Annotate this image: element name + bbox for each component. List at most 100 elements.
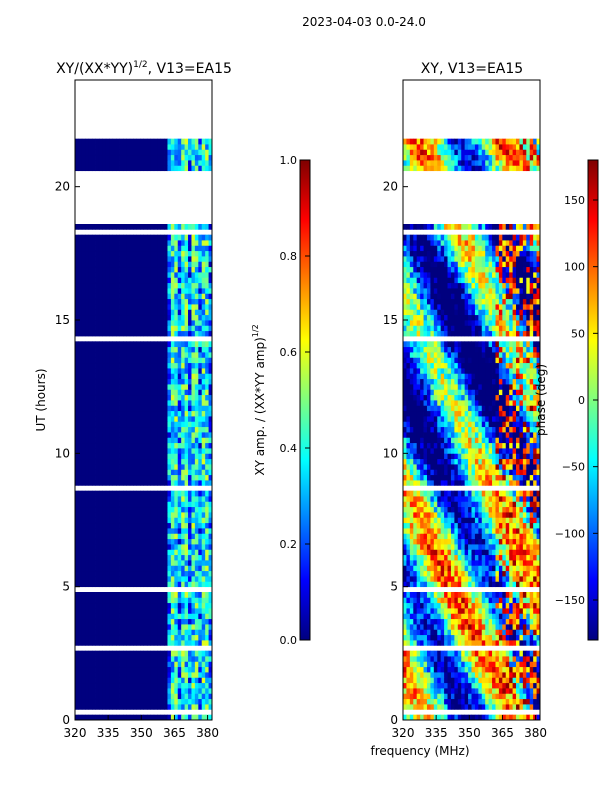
heatmap-cell bbox=[170, 608, 175, 614]
heatmap-cell bbox=[198, 693, 203, 700]
heatmap-cell bbox=[502, 688, 507, 694]
heatmap-cell bbox=[406, 661, 411, 668]
heatmap-cell bbox=[112, 282, 117, 289]
heatmap-cell bbox=[75, 394, 79, 401]
heatmap-cell bbox=[174, 640, 179, 646]
heatmap-cell bbox=[164, 629, 168, 636]
heatmap-cell bbox=[188, 613, 192, 620]
heatmap-cell bbox=[126, 245, 131, 252]
heatmap-cell bbox=[140, 410, 144, 417]
heatmap-cell bbox=[488, 565, 493, 572]
heatmap-cell bbox=[92, 469, 96, 476]
heatmap-cell bbox=[191, 325, 196, 332]
heatmap-cell bbox=[184, 405, 189, 412]
heatmap-cell bbox=[529, 688, 534, 694]
heatmap-cell bbox=[174, 480, 179, 486]
heatmap-cell bbox=[75, 682, 79, 689]
heatmap-cell bbox=[122, 560, 127, 566]
heatmap-cell bbox=[420, 597, 424, 604]
heatmap-cell bbox=[88, 469, 93, 476]
heatmap-cell bbox=[509, 714, 513, 720]
heatmap-cell bbox=[481, 650, 486, 657]
heatmap-cell bbox=[485, 666, 490, 673]
heatmap-cell bbox=[105, 634, 110, 641]
heatmap-cell bbox=[430, 688, 435, 694]
heatmap-cell bbox=[81, 453, 86, 460]
heatmap-cell bbox=[184, 464, 189, 470]
heatmap-cell bbox=[191, 634, 196, 641]
heatmap-cell bbox=[136, 165, 141, 172]
heatmap-cell bbox=[471, 570, 476, 577]
heatmap-cell bbox=[85, 677, 90, 684]
heatmap-cell bbox=[198, 256, 203, 262]
heatmap-cell bbox=[98, 560, 103, 566]
heatmap-cell bbox=[512, 693, 517, 700]
heatmap-cell bbox=[129, 325, 134, 332]
heatmap-cell bbox=[191, 144, 196, 150]
heatmap-cell bbox=[95, 496, 100, 502]
heatmap-cell bbox=[426, 538, 431, 545]
heatmap-cell bbox=[140, 330, 144, 337]
heatmap-cell bbox=[194, 293, 199, 300]
heatmap-cell bbox=[160, 282, 165, 289]
heatmap-cell bbox=[188, 501, 192, 508]
heatmap-cell bbox=[136, 224, 141, 230]
heatmap-cell bbox=[205, 245, 209, 252]
heatmap-cell bbox=[174, 330, 179, 337]
heatmap-cell bbox=[181, 656, 185, 662]
heatmap-cell bbox=[181, 432, 185, 438]
heatmap-cell bbox=[433, 640, 438, 646]
heatmap-cell bbox=[201, 698, 206, 705]
heatmap-cell bbox=[440, 597, 445, 604]
heatmap-cell bbox=[474, 704, 479, 710]
heatmap-cell bbox=[416, 544, 421, 550]
heatmap-cell bbox=[416, 704, 421, 710]
heatmap-cell bbox=[464, 544, 469, 550]
heatmap-cell bbox=[129, 293, 134, 300]
heatmap-cell bbox=[75, 698, 79, 705]
heatmap-cell bbox=[416, 597, 421, 604]
heatmap-cell bbox=[157, 266, 162, 273]
heatmap-cell bbox=[177, 394, 182, 401]
heatmap-cell bbox=[102, 640, 107, 646]
heatmap-cell bbox=[153, 373, 158, 380]
heatmap-cell bbox=[181, 165, 185, 172]
heatmap-cell bbox=[160, 458, 165, 465]
heatmap-cell bbox=[177, 650, 182, 657]
heatmap-cell bbox=[105, 480, 110, 486]
y-tick-label: 10 bbox=[55, 446, 70, 460]
heatmap-cell bbox=[112, 469, 117, 476]
heatmap-cell bbox=[423, 544, 428, 550]
heatmap-cell bbox=[403, 565, 407, 572]
heatmap-cell bbox=[78, 314, 83, 321]
heatmap-cell bbox=[457, 608, 462, 614]
heatmap-cell bbox=[85, 421, 90, 428]
heatmap-cell bbox=[143, 650, 148, 657]
heatmap-cell bbox=[143, 682, 148, 689]
heatmap-cell bbox=[423, 538, 428, 545]
heatmap-cell bbox=[177, 154, 182, 161]
heatmap-cell bbox=[153, 394, 158, 401]
heatmap-cell bbox=[150, 528, 155, 534]
heatmap-cell bbox=[109, 224, 114, 230]
heatmap-cell bbox=[136, 565, 141, 572]
heatmap-cell bbox=[116, 378, 120, 385]
heatmap-cell bbox=[157, 704, 162, 710]
heatmap-cell bbox=[177, 149, 182, 156]
heatmap-cell bbox=[78, 250, 83, 257]
heatmap-cell bbox=[81, 688, 86, 694]
heatmap-cell bbox=[413, 704, 418, 710]
heatmap-cell bbox=[112, 314, 117, 321]
heatmap-cell bbox=[109, 490, 114, 497]
heatmap-cell bbox=[485, 544, 490, 550]
heatmap-cell bbox=[140, 496, 144, 502]
heatmap-cell bbox=[143, 357, 148, 364]
heatmap-cell bbox=[153, 490, 158, 497]
heatmap-cell bbox=[177, 410, 182, 417]
heatmap-cell bbox=[194, 437, 199, 444]
heatmap-cell bbox=[146, 581, 151, 588]
heatmap-cell bbox=[498, 576, 503, 582]
heatmap-cell bbox=[471, 544, 476, 550]
heatmap-cell bbox=[133, 714, 138, 720]
heatmap-cell bbox=[143, 661, 148, 668]
